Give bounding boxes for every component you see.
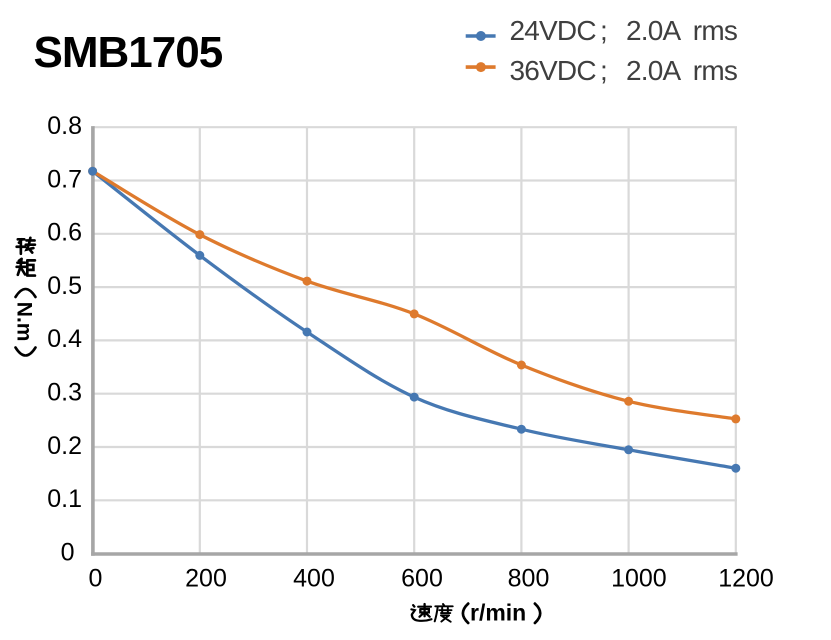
svg-text:0: 0 — [88, 565, 102, 593]
svg-text:0.6: 0.6 — [47, 219, 82, 247]
svg-text:0.5: 0.5 — [47, 272, 82, 300]
svg-text:0.8: 0.8 — [47, 112, 82, 140]
svg-text:36VDC: 36VDC — [510, 55, 597, 86]
svg-text:N.m: N.m — [13, 302, 36, 342]
svg-text:rms: rms — [693, 55, 737, 86]
svg-text:0.4: 0.4 — [47, 325, 82, 353]
svg-text:0.3: 0.3 — [47, 379, 82, 407]
svg-text:rms: rms — [693, 15, 737, 46]
svg-text:0.2: 0.2 — [47, 432, 82, 460]
svg-text:SMB1705: SMB1705 — [34, 28, 223, 77]
svg-text:600: 600 — [401, 565, 443, 593]
svg-text:1200: 1200 — [718, 565, 774, 593]
svg-text:2.0A: 2.0A — [626, 55, 682, 86]
svg-text:2.0A: 2.0A — [626, 15, 682, 46]
svg-text:400: 400 — [293, 565, 335, 593]
svg-text:;: ; — [600, 15, 607, 46]
svg-text:0.7: 0.7 — [47, 165, 82, 193]
svg-text:800: 800 — [508, 565, 550, 593]
svg-text:24VDC: 24VDC — [510, 15, 597, 46]
svg-text:200: 200 — [185, 565, 227, 593]
svg-text:1000: 1000 — [611, 565, 667, 593]
svg-text:;: ; — [600, 55, 607, 86]
svg-text:0: 0 — [61, 538, 75, 566]
svg-text:0.1: 0.1 — [47, 485, 82, 513]
svg-text:r/min: r/min — [470, 600, 526, 626]
